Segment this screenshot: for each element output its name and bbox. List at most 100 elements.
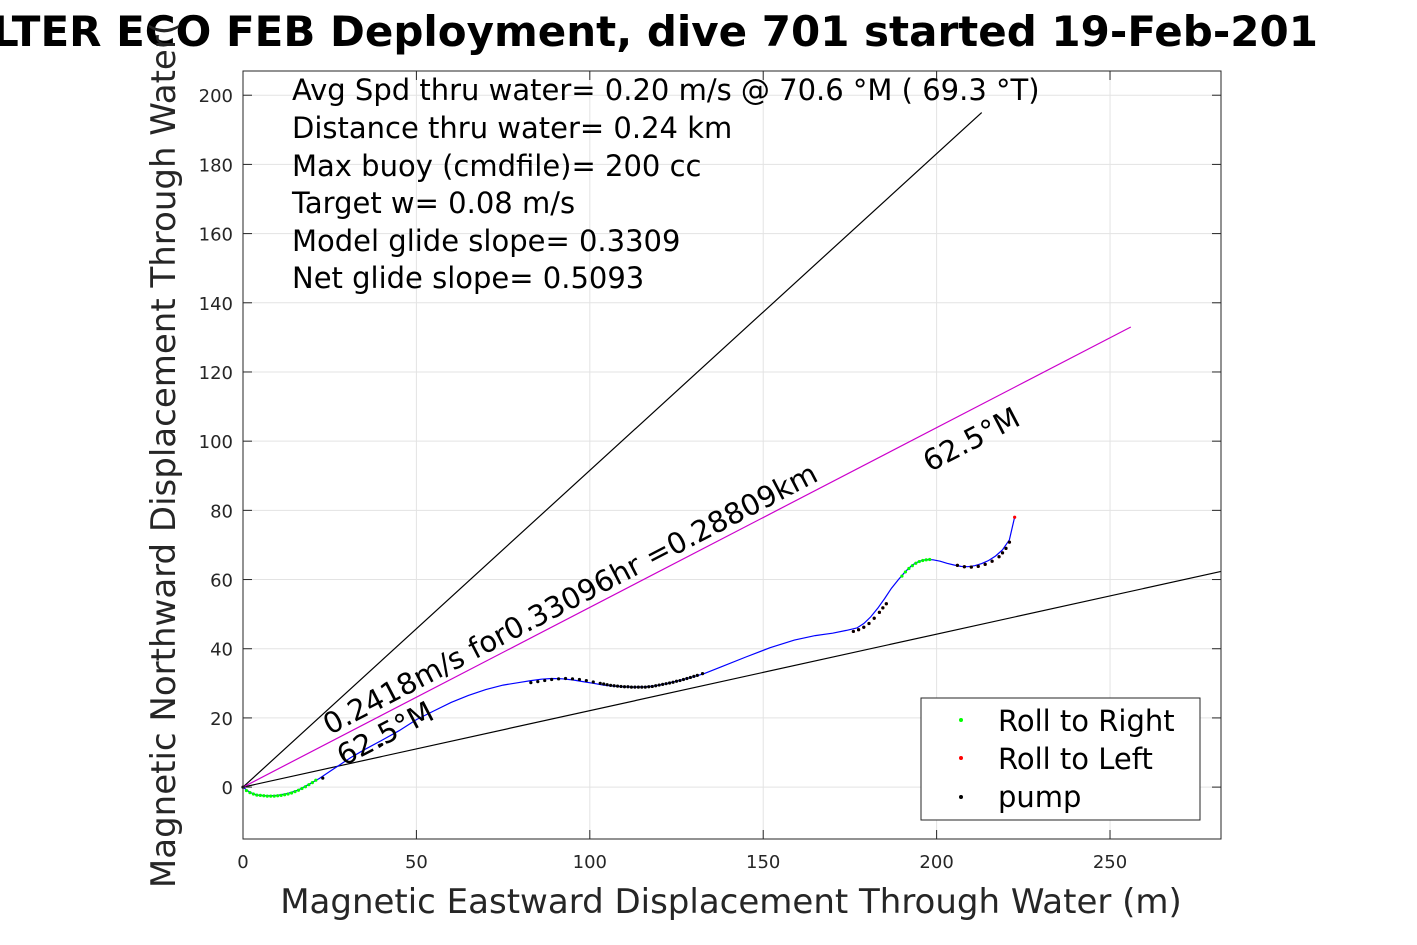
point-roll-to-right	[269, 794, 273, 798]
point-pump	[605, 683, 609, 687]
y-tick-label: 40	[210, 640, 233, 661]
point-pump	[619, 684, 623, 689]
point-roll-to-right	[265, 794, 269, 798]
point-pump	[529, 681, 533, 685]
point-roll-to-right	[258, 793, 262, 798]
reference-line	[242, 112, 983, 788]
y-tick-label: 0	[222, 778, 233, 799]
legend-label-roll-right: Roll to Right	[998, 704, 1175, 738]
x-tick-label: 50	[405, 852, 428, 873]
point-pump	[609, 683, 613, 688]
info-line: Target w= 0.08 m/s	[291, 186, 575, 220]
point-pump	[1000, 551, 1005, 555]
point-pump	[688, 675, 692, 680]
point-pump	[695, 673, 699, 677]
point-roll-to-right	[244, 788, 249, 793]
point-pump	[1007, 540, 1012, 544]
y-tick-label: 160	[199, 225, 233, 246]
point-pump	[647, 685, 651, 689]
info-line: Max buoy (cmdfile)= 200 cc	[292, 149, 701, 183]
point-pump	[872, 616, 876, 620]
point-roll-to-right	[248, 791, 252, 795]
point-roll-to-right	[286, 792, 290, 796]
point-pump	[629, 685, 634, 689]
point-roll-to-right	[917, 559, 921, 564]
point-pump	[997, 555, 1001, 559]
point-pump	[685, 676, 689, 681]
point-pump	[884, 602, 888, 606]
point-roll-to-right	[255, 793, 259, 797]
point-pump	[976, 564, 980, 568]
info-line: Distance thru water= 0.24 km	[292, 111, 732, 145]
point-pump	[380, 742, 384, 747]
x-tick-label: 100	[573, 852, 607, 873]
point-roll-to-right	[900, 574, 904, 578]
legend-label-pump: pump	[998, 780, 1081, 814]
point-roll-to-right	[914, 561, 918, 565]
x-tick-label: 200	[919, 852, 953, 873]
point-pump	[633, 685, 637, 689]
point-pump	[867, 621, 871, 626]
point-pump	[962, 565, 966, 569]
point-roll-to-right	[251, 792, 256, 796]
x-axis-label: Magnetic Eastward Displacement Through W…	[280, 882, 1182, 922]
y-tick-label: 180	[199, 155, 233, 176]
point-roll-to-right	[276, 794, 280, 798]
point-pump	[664, 682, 668, 686]
point-roll-to-right	[310, 781, 314, 785]
y-tick-label: 200	[199, 86, 233, 107]
point-roll-to-right	[314, 778, 318, 782]
point-pump	[654, 684, 658, 688]
point-pump	[584, 678, 588, 683]
y-tick-label: 100	[199, 432, 233, 453]
point-pump	[556, 677, 561, 681]
point-pump	[577, 677, 582, 682]
point-pump	[636, 685, 640, 689]
point-roll-to-right	[272, 794, 276, 798]
x-tick-label: 250	[1093, 852, 1127, 873]
point-pump	[626, 685, 630, 689]
point-roll-to-right	[283, 793, 287, 797]
point-roll-to-right	[279, 793, 283, 798]
reference-line	[242, 570, 1222, 788]
point-pump	[543, 678, 547, 683]
point-pump	[990, 559, 994, 563]
legend-box	[920, 697, 1201, 821]
point-pump	[856, 628, 861, 632]
point-roll-to-right	[924, 558, 928, 562]
point-pump	[1004, 546, 1008, 551]
point-roll-to-left	[1013, 515, 1017, 519]
point-pump	[550, 677, 554, 682]
point-pump	[591, 680, 595, 684]
chart-title: LTER ECO FEB Deployment, dive 701 starte…	[0, 7, 1318, 56]
point-roll-to-right	[928, 557, 932, 562]
point-pump	[598, 681, 602, 685]
point-roll-to-right	[921, 558, 925, 563]
x-tick-label: 0	[237, 852, 248, 873]
point-pump	[877, 610, 881, 615]
info-line: Avg Spd thru water= 0.20 m/s @ 70.6 °M (…	[292, 73, 1040, 107]
point-roll-to-right	[903, 570, 908, 574]
y-tick-label: 80	[210, 501, 233, 522]
point-pump	[570, 677, 575, 681]
point-pump	[969, 565, 973, 569]
legend-label-roll-left: Roll to Left	[998, 742, 1153, 776]
points-layer	[241, 515, 1017, 798]
point-roll-to-right	[293, 790, 297, 794]
point-pump	[661, 682, 665, 686]
info-line: Net glide slope= 0.5093	[292, 261, 644, 295]
point-pump	[321, 776, 325, 780]
point-pump	[671, 680, 675, 684]
reference-line	[242, 326, 1132, 788]
y-tick-label: 60	[210, 571, 233, 592]
point-roll-to-right	[303, 785, 308, 789]
point-pump	[983, 562, 987, 566]
point-pump	[622, 685, 627, 689]
y-tick-label: 120	[199, 363, 233, 384]
reference-lines	[242, 112, 1222, 788]
y-axis-label: Magnetic Northward Displacement Through …	[144, 22, 184, 888]
legend-marker-roll-left	[959, 756, 963, 760]
point-roll-to-right	[289, 791, 294, 795]
point-roll-to-right	[300, 786, 304, 791]
